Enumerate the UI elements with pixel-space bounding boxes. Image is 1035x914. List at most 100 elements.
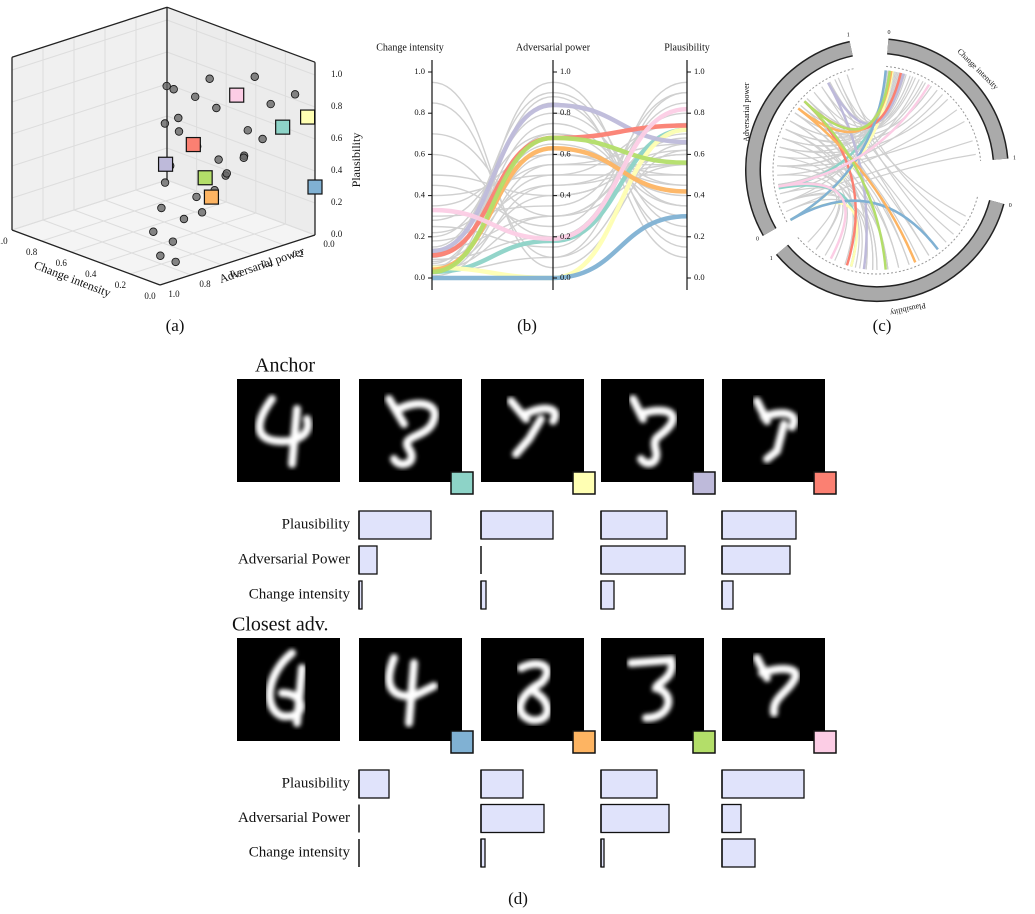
color-swatch bbox=[573, 731, 595, 753]
highlight-point bbox=[186, 138, 200, 152]
metric-bar bbox=[481, 805, 544, 833]
row-title: Anchor bbox=[255, 355, 315, 377]
metric-bar bbox=[481, 770, 523, 798]
scatter-point bbox=[161, 120, 169, 128]
tick-label: 1.0 bbox=[414, 66, 425, 76]
scatter-point bbox=[193, 193, 201, 201]
arc-title: Plausibility bbox=[889, 301, 927, 318]
tick-label: 0.4 bbox=[414, 190, 425, 200]
circle-tick-label: 0 bbox=[756, 236, 759, 242]
highlight-point bbox=[230, 88, 244, 102]
digit-image bbox=[237, 379, 340, 482]
z-tick-label: 0.0 bbox=[331, 229, 343, 239]
image-background bbox=[359, 379, 462, 482]
axis-title: Adversarial power bbox=[516, 42, 591, 53]
tick-label: 0.2 bbox=[414, 231, 425, 241]
digit-image bbox=[481, 638, 584, 741]
metric-bar bbox=[601, 546, 685, 574]
image-background bbox=[722, 638, 825, 741]
scatter-point bbox=[267, 100, 275, 108]
y-tick-label: 1.0 bbox=[168, 289, 180, 299]
tick-label: 0.2 bbox=[560, 231, 571, 241]
scatter-point bbox=[198, 209, 206, 217]
z-tick-label: 0.8 bbox=[331, 101, 343, 111]
color-swatch bbox=[451, 731, 473, 753]
highlight-point bbox=[159, 157, 173, 171]
scatter-point bbox=[172, 258, 180, 266]
panel-caption: (a) bbox=[166, 316, 185, 335]
x-tick-label: 0.8 bbox=[26, 247, 38, 257]
highlight-point bbox=[301, 110, 315, 124]
tick-label: 0.0 bbox=[694, 272, 705, 282]
color-swatch bbox=[693, 472, 715, 494]
digit-image bbox=[722, 379, 825, 482]
scatter-point bbox=[291, 91, 299, 99]
digit-image bbox=[481, 379, 584, 482]
tick-label: 0.8 bbox=[414, 107, 425, 117]
scatter-point bbox=[170, 85, 178, 93]
color-swatch bbox=[573, 472, 595, 494]
metric-bar bbox=[722, 839, 755, 867]
z-axis-title: Plausibility bbox=[349, 133, 363, 188]
metric-label: Adversarial Power bbox=[238, 551, 350, 567]
circle-tick-label: 1 bbox=[770, 256, 773, 262]
metric-bar bbox=[359, 511, 431, 539]
y-tick-label: 0.0 bbox=[323, 239, 335, 249]
tick-label: 0.4 bbox=[694, 190, 705, 200]
scatter-point bbox=[158, 204, 166, 212]
digit-image bbox=[359, 638, 462, 741]
digit-image bbox=[359, 379, 462, 482]
tick-label: 1.0 bbox=[694, 66, 705, 76]
highlight-point bbox=[276, 120, 290, 134]
image-background bbox=[722, 379, 825, 482]
circle-tick-label: 1 bbox=[1013, 155, 1016, 161]
digit-image bbox=[601, 379, 704, 482]
metric-label: Change intensity bbox=[249, 586, 351, 602]
x-tick-label: 0.0 bbox=[144, 291, 156, 301]
scatter-point bbox=[175, 114, 183, 122]
scatter-point bbox=[150, 228, 158, 236]
metric-label: Change intensity bbox=[249, 844, 351, 860]
metric-bar bbox=[722, 805, 741, 833]
image-background bbox=[237, 379, 340, 482]
tick-label: 1.0 bbox=[560, 66, 571, 76]
metric-bar bbox=[359, 770, 389, 798]
metric-bar bbox=[601, 770, 657, 798]
x-axis-title: Change intensity bbox=[32, 258, 113, 300]
tick-label: 0.6 bbox=[694, 148, 705, 158]
digit-image bbox=[237, 638, 340, 741]
tick-label: 0.8 bbox=[560, 107, 571, 117]
metric-bar bbox=[722, 546, 790, 574]
panel-caption: (d) bbox=[508, 889, 528, 908]
x-tick-label: 1.0 bbox=[0, 236, 8, 246]
z-tick-label: 0.4 bbox=[331, 165, 343, 175]
z-tick-label: 1.0 bbox=[331, 69, 343, 79]
metric-bar bbox=[481, 511, 553, 539]
panel-caption: (b) bbox=[517, 316, 537, 335]
color-swatch bbox=[451, 472, 473, 494]
metric-bar bbox=[601, 805, 669, 833]
scatter-point bbox=[163, 82, 171, 90]
color-swatch bbox=[814, 731, 836, 753]
metric-bar bbox=[601, 511, 667, 539]
tick-label: 0.0 bbox=[560, 272, 571, 282]
metric-bar bbox=[601, 581, 614, 609]
digit-image bbox=[722, 638, 825, 741]
metric-bar bbox=[722, 581, 733, 609]
tick-label: 0.6 bbox=[560, 148, 571, 158]
metric-label: Adversarial Power bbox=[238, 810, 350, 826]
scatter-point bbox=[223, 170, 231, 178]
metric-bar bbox=[722, 511, 796, 539]
x-tick-label: 0.2 bbox=[115, 280, 126, 290]
scatter-point bbox=[251, 73, 259, 81]
metric-label: Plausibility bbox=[282, 516, 351, 532]
highlight-point bbox=[198, 171, 212, 185]
tick-label: 0.0 bbox=[414, 272, 425, 282]
tick-label: 0.4 bbox=[560, 190, 571, 200]
arc-title: Adversarial power bbox=[742, 82, 751, 142]
metric-label: Plausibility bbox=[282, 775, 351, 791]
scatter-point bbox=[244, 127, 252, 135]
metric-bar bbox=[359, 546, 377, 574]
color-swatch bbox=[693, 731, 715, 753]
y-tick-label: 0.8 bbox=[199, 279, 211, 289]
